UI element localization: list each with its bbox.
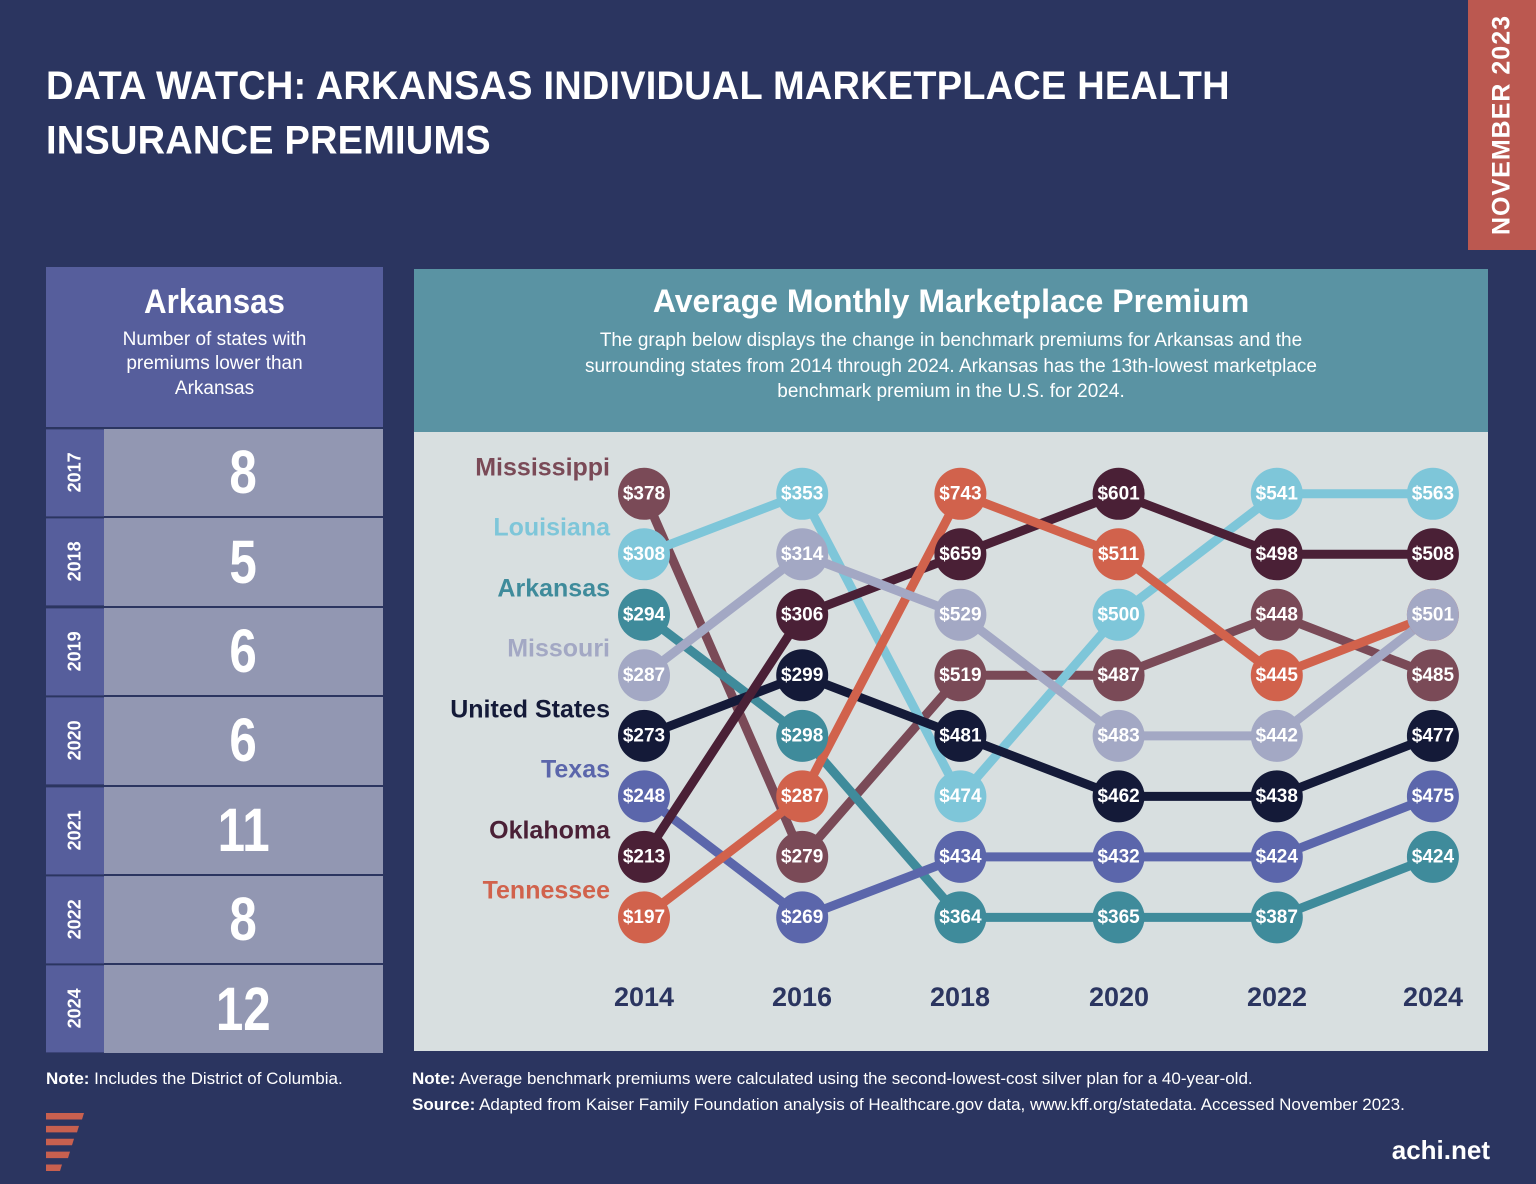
svg-text:$498: $498: [1256, 544, 1298, 565]
svg-text:$601: $601: [1097, 483, 1140, 504]
svg-text:$432: $432: [1097, 846, 1139, 867]
svg-text:$529: $529: [939, 604, 981, 625]
svg-text:$743: $743: [939, 483, 981, 504]
svg-text:$287: $287: [623, 665, 665, 686]
svg-text:$434: $434: [939, 846, 982, 867]
svg-text:$287: $287: [781, 786, 823, 807]
svg-text:$659: $659: [939, 544, 981, 565]
svg-text:$445: $445: [1256, 665, 1299, 686]
svg-text:$442: $442: [1256, 725, 1298, 746]
svg-text:$269: $269: [781, 907, 823, 928]
svg-text:$197: $197: [623, 907, 665, 928]
svg-text:$474: $474: [939, 786, 982, 807]
svg-text:$563: $563: [1412, 483, 1454, 504]
svg-text:$314: $314: [781, 544, 824, 565]
svg-text:$298: $298: [781, 725, 823, 746]
svg-text:$541: $541: [1256, 483, 1299, 504]
svg-text:$306: $306: [781, 604, 823, 625]
svg-text:$424: $424: [1412, 846, 1455, 867]
svg-text:$485: $485: [1412, 665, 1455, 686]
svg-text:$519: $519: [939, 665, 981, 686]
svg-text:$511: $511: [1098, 544, 1140, 565]
svg-text:$477: $477: [1412, 725, 1454, 746]
svg-text:$248: $248: [623, 786, 665, 807]
svg-text:$387: $387: [1256, 907, 1298, 928]
svg-text:$308: $308: [623, 544, 665, 565]
svg-text:$365: $365: [1097, 907, 1140, 928]
svg-text:$299: $299: [781, 665, 823, 686]
svg-text:$438: $438: [1256, 786, 1298, 807]
svg-text:$487: $487: [1097, 665, 1139, 686]
svg-text:$501: $501: [1412, 604, 1455, 625]
svg-text:$279: $279: [781, 846, 823, 867]
svg-text:$500: $500: [1097, 604, 1139, 625]
svg-text:$353: $353: [781, 483, 823, 504]
svg-text:$483: $483: [1097, 725, 1139, 746]
svg-text:$475: $475: [1412, 786, 1455, 807]
svg-text:$462: $462: [1097, 786, 1139, 807]
svg-text:$213: $213: [623, 846, 665, 867]
svg-text:$378: $378: [623, 483, 665, 504]
svg-text:$481: $481: [939, 725, 982, 746]
svg-text:$294: $294: [623, 604, 666, 625]
svg-text:$508: $508: [1412, 544, 1454, 565]
svg-text:$448: $448: [1256, 604, 1298, 625]
svg-text:$273: $273: [623, 725, 665, 746]
svg-text:$364: $364: [939, 907, 982, 928]
svg-text:$424: $424: [1256, 846, 1299, 867]
